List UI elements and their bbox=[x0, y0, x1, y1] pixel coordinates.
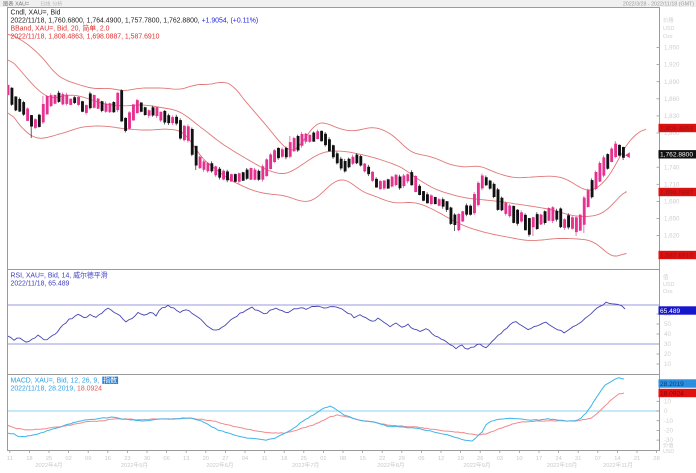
svg-text:-20: -20 bbox=[664, 428, 674, 435]
svg-text:1,830: 1,830 bbox=[664, 113, 680, 120]
svg-text:1,680: 1,680 bbox=[664, 199, 680, 206]
svg-text:18.0924: 18.0924 bbox=[660, 390, 684, 397]
svg-text:图表 XAU=: 图表 XAU= bbox=[3, 0, 29, 8]
svg-text:19: 19 bbox=[457, 456, 463, 462]
svg-text:1,762.8800: 1,762.8800 bbox=[660, 152, 693, 159]
svg-text:10: 10 bbox=[664, 398, 671, 405]
svg-text:USD: USD bbox=[663, 26, 674, 32]
svg-text:2022年8月: 2022年8月 bbox=[377, 461, 404, 468]
svg-text:14: 14 bbox=[614, 456, 620, 462]
svg-text:值: 值 bbox=[663, 273, 669, 281]
svg-text:USD: USD bbox=[663, 282, 674, 288]
svg-text:25: 25 bbox=[301, 456, 307, 462]
svg-text:RSI, XAU=, Bid, 14, 威尔德平滑: RSI, XAU=, Bid, 14, 威尔德平滑 bbox=[11, 271, 108, 280]
svg-text:1,808.4863: 1,808.4863 bbox=[660, 125, 693, 132]
svg-text:27: 27 bbox=[222, 456, 228, 462]
svg-text:13: 13 bbox=[183, 456, 189, 462]
svg-text:08: 08 bbox=[340, 456, 346, 462]
svg-text:2022年4月: 2022年4月 bbox=[35, 461, 62, 468]
svg-text:2022/3/28 - 2022/11/18 (GMT): 2022/3/28 - 2022/11/18 (GMT) bbox=[623, 2, 694, 8]
svg-text:05: 05 bbox=[418, 456, 424, 462]
svg-text:Ozs: Ozs bbox=[663, 289, 673, 295]
svg-text:USD: USD bbox=[663, 449, 674, 455]
svg-text:1,890: 1,890 bbox=[664, 79, 680, 86]
svg-text:2022/11/18, 28.2019, 18.0924: 2022/11/18, 28.2019, 18.0924 bbox=[11, 386, 103, 393]
svg-text:28: 28 bbox=[653, 456, 659, 462]
svg-text:1,950: 1,950 bbox=[664, 45, 680, 52]
svg-text:30: 30 bbox=[664, 341, 671, 348]
svg-text:1,860: 1,860 bbox=[664, 96, 680, 103]
svg-text:24: 24 bbox=[555, 456, 561, 462]
svg-text:BBand, XAU=, Bid, 20, 简单, 2.0: BBand, XAU=, Bid, 20, 简单, 2.0 bbox=[11, 24, 110, 33]
svg-text:1,620: 1,620 bbox=[664, 233, 680, 240]
svg-text:11: 11 bbox=[262, 456, 268, 462]
svg-text:20: 20 bbox=[203, 456, 209, 462]
svg-text:1,740: 1,740 bbox=[664, 164, 680, 171]
svg-text:06: 06 bbox=[163, 456, 169, 462]
svg-text:-10: -10 bbox=[664, 418, 674, 425]
svg-text:31: 31 bbox=[575, 456, 581, 462]
svg-text:20: 20 bbox=[664, 351, 671, 358]
svg-text:日线 分析: 日线 分析 bbox=[40, 0, 63, 8]
svg-text:2022年7月: 2022年7月 bbox=[292, 461, 319, 468]
svg-text:22: 22 bbox=[379, 456, 385, 462]
svg-text:03: 03 bbox=[497, 456, 503, 462]
svg-text:01: 01 bbox=[320, 456, 326, 462]
svg-text:28.2019: 28.2019 bbox=[660, 381, 684, 388]
svg-text:23: 23 bbox=[124, 456, 130, 462]
svg-text:2022/11/18, 1,760.6800, 1,764.: 2022/11/18, 1,760.6800, 1,764.4900, 1,75… bbox=[11, 18, 259, 25]
svg-text:65.489: 65.489 bbox=[660, 308, 681, 315]
svg-text:18: 18 bbox=[281, 456, 287, 462]
svg-text:MACD, XAU=, Bid, 12, 26, 9,: MACD, XAU=, Bid, 12, 26, 9, bbox=[11, 378, 100, 385]
svg-text:Ozs: Ozs bbox=[663, 34, 673, 40]
svg-text:16: 16 bbox=[105, 456, 111, 462]
svg-text:1,698.0887: 1,698.0887 bbox=[660, 189, 693, 196]
svg-text:09: 09 bbox=[85, 456, 91, 462]
svg-text:价值: 价值 bbox=[663, 441, 674, 449]
svg-text:21: 21 bbox=[634, 456, 640, 462]
svg-text:30: 30 bbox=[144, 456, 150, 462]
svg-text:Cndl, XAU=, Bid: Cndl, XAU=, Bid bbox=[11, 10, 61, 17]
svg-text:07: 07 bbox=[595, 456, 601, 462]
svg-text:10: 10 bbox=[664, 361, 671, 368]
svg-text:指数: 指数 bbox=[103, 376, 117, 385]
svg-text:25: 25 bbox=[46, 456, 52, 462]
svg-text:18: 18 bbox=[26, 456, 32, 462]
svg-text:价格: 价格 bbox=[663, 16, 674, 24]
svg-text:1,650: 1,650 bbox=[664, 216, 680, 223]
svg-text:02: 02 bbox=[65, 456, 71, 462]
svg-text:40: 40 bbox=[664, 331, 671, 338]
svg-text:2022年5月: 2022年5月 bbox=[121, 461, 148, 468]
svg-text:1,587.6910: 1,587.6910 bbox=[660, 252, 693, 259]
svg-text:17: 17 bbox=[536, 456, 542, 462]
svg-text:1,710: 1,710 bbox=[664, 181, 680, 188]
svg-text:2022年9月: 2022年9月 bbox=[463, 461, 490, 468]
svg-text:12: 12 bbox=[438, 456, 444, 462]
svg-text:04: 04 bbox=[242, 456, 248, 462]
svg-text:1,920: 1,920 bbox=[664, 62, 680, 69]
svg-text:2022年11月: 2022年11月 bbox=[603, 461, 633, 468]
svg-text:15: 15 bbox=[359, 456, 365, 462]
svg-text:10: 10 bbox=[516, 456, 522, 462]
svg-text:26: 26 bbox=[477, 456, 483, 462]
svg-text:2022年10月: 2022年10月 bbox=[547, 461, 577, 468]
svg-text:11: 11 bbox=[7, 456, 13, 462]
svg-text:50: 50 bbox=[664, 321, 671, 328]
svg-text:2022年6月: 2022年6月 bbox=[206, 461, 233, 468]
svg-text:2022/11/18, 65.489: 2022/11/18, 65.489 bbox=[11, 281, 70, 288]
svg-text:29: 29 bbox=[399, 456, 405, 462]
svg-text:0: 0 bbox=[664, 408, 668, 415]
svg-text:2022/11/18, 1,808.4863, 1,698.: 2022/11/18, 1,808.4863, 1,698.0887, 1,58… bbox=[11, 34, 160, 41]
